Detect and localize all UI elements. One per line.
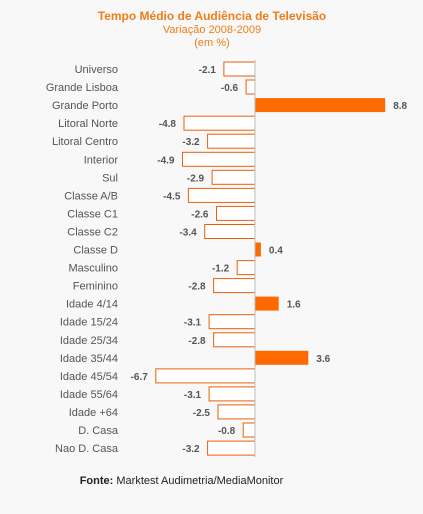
value-label: -6.7 [131,372,149,383]
bar-idade-64 [217,404,256,420]
category-label: Sul [102,172,118,184]
bar-idade-35-44 [255,350,309,365]
bar-idade-15-24 [208,314,256,330]
value-label: -3.2 [182,137,200,148]
bar-grande-porto [255,98,386,113]
value-label: -2.8 [188,336,206,347]
bar-masculino [236,260,256,276]
bar-classe-c2 [204,224,256,239]
category-label: Idade 4/14 [66,299,118,311]
category-label: Idade +64 [69,407,118,419]
bar-grande-lisboa [245,79,256,95]
value-label: -2.6 [191,209,209,220]
category-label: Grande Porto [52,100,118,112]
chart-title: Tempo Médio de Audiência de Televisão [98,9,327,23]
bar-sul [211,169,256,185]
source-note: Fonte: Marktest Audimetria/MediaMonitor [0,475,363,487]
value-labels: -2.1 -0.6 8.8 -4.8 -3.2 -4.9 -2.9 -4.5 -2.6 -3.4 0… [131,65,408,455]
category-label: Idade 25/34 [60,335,118,347]
value-label: -0.8 [218,426,236,437]
bar-classe-c1 [216,205,256,221]
category-label: Litoral Norte [58,118,118,130]
category-label: Classe D [73,245,118,257]
value-label: -3.1 [184,318,202,329]
category-label: Idade 15/24 [60,317,118,329]
bar-d-casa [242,422,256,438]
bar-litoral-norte [183,115,256,131]
value-label: 1.6 [287,300,301,311]
value-label: 3.6 [316,354,330,365]
bar-universo [223,61,256,77]
category-label: Idade 45/54 [60,371,118,383]
value-label: -3.4 [179,228,197,239]
value-label: -4.5 [163,191,181,202]
value-label: -3.1 [184,390,202,401]
category-label: Idade 35/44 [60,353,118,365]
category-label: Classe C2 [67,227,118,239]
value-label: -0.6 [221,83,239,94]
category-label: D. Casa [78,425,119,437]
bar-idade-4-14 [255,296,279,311]
bar-idade-45-54 [155,368,256,384]
value-label: -3.2 [182,444,200,455]
value-label: -2.5 [193,408,211,419]
category-label: Classe C1 [67,208,118,220]
category-label: Universo [75,64,118,76]
category-label: Nao D. Casa [55,443,119,455]
bar-nao-d-casa [207,440,256,456]
value-label: -2.8 [188,282,206,293]
bars-layer [155,61,386,456]
value-label: 8.8 [393,101,407,112]
source-text: Marktest Audimetria/MediaMonitor [116,475,284,487]
bar-litoral-centro [207,133,256,149]
value-label: -4.8 [159,119,177,130]
bar-feminino [213,278,256,294]
value-label: -2.1 [199,65,217,76]
category-label: Interior [84,154,119,166]
chart-unit-label: (em %) [194,37,229,49]
bar-interior [182,151,256,167]
bar-classe-d [255,242,261,257]
category-label: Feminino [73,281,118,293]
category-label: Idade 55/64 [60,389,118,401]
value-label: -4.9 [157,155,175,166]
category-labels: Universo Grande Lisboa Grande Porto Litoral… [46,64,119,455]
value-label: -2.9 [187,173,205,184]
category-label: Litoral Centro [52,136,118,148]
value-label: 0.4 [269,246,283,257]
source-label: Fonte: [79,475,114,487]
category-label: Grande Lisboa [46,82,119,94]
category-label: Classe A/B [64,190,118,202]
chart-subtitle: Variação 2008-2009 [163,24,261,36]
bar-classe-a-b [187,187,256,203]
bar-idade-25-34 [213,332,256,348]
category-label: Masculino [68,263,118,275]
bar-idade-55-64 [208,386,256,402]
value-label: -1.2 [212,264,230,275]
